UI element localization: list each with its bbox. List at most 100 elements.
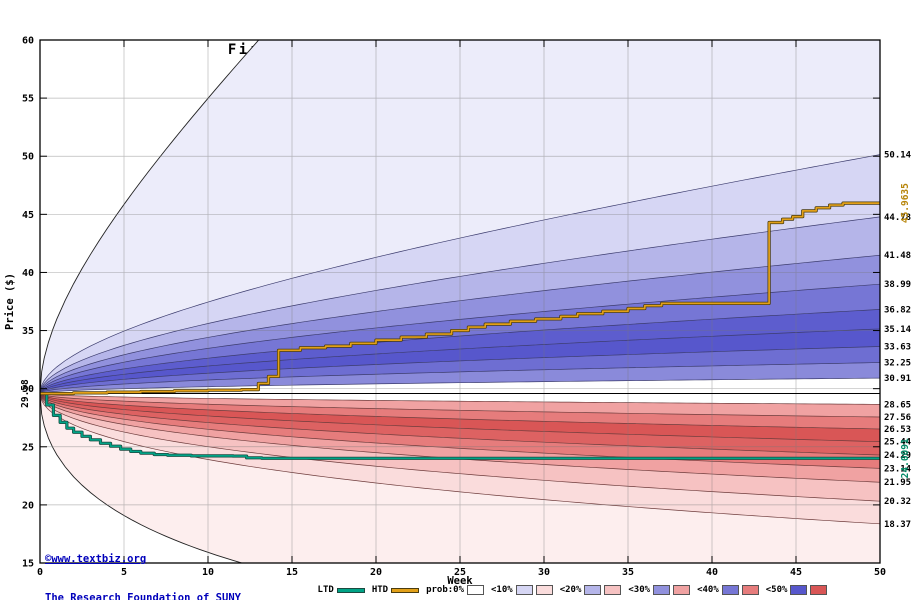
legend-swatch (604, 585, 622, 595)
copyright-block: ©www.textbiz.org The Research Foundation… (45, 527, 241, 600)
legend-swatch (515, 585, 533, 595)
prob-band (40, 255, 880, 394)
prob-band (40, 216, 880, 394)
legend-swatch (721, 585, 739, 595)
band-end-label: 26.53 (884, 425, 911, 435)
band-boundary-line (40, 393, 880, 405)
band-end-label: 23.14 (884, 464, 912, 474)
legend-label: prob:0% (426, 585, 465, 595)
copyright-link[interactable]: ©www.textbiz.org (45, 553, 147, 565)
y-tick-label: 30 (22, 384, 34, 395)
copyright-org: The Research Foundation of SUNY (45, 592, 241, 600)
x-tick-label: 25 (454, 567, 466, 578)
legend-swatch (467, 585, 485, 595)
legend-line-swatch (391, 587, 420, 593)
band-boundary-line (40, 393, 880, 469)
y-tick-label: 35 (22, 326, 34, 337)
legend-label: <10% (491, 585, 513, 595)
legend-swatch (673, 585, 691, 595)
band-boundary-line (40, 154, 880, 394)
band-boundary-line (40, 309, 880, 394)
prob-band (40, 393, 880, 483)
x-tick-label: 0 (37, 567, 43, 578)
band-boundary-line (40, 254, 880, 394)
prob-band (40, 393, 880, 456)
tick-marks (39, 39, 881, 564)
band-end-label: 50.14 (884, 151, 912, 161)
legend-swatch (584, 585, 602, 595)
band-boundary-line (40, 393, 880, 456)
band-boundary-line (40, 393, 880, 525)
prob-band (40, 393, 880, 563)
band-end-label: 27.56 (884, 413, 911, 423)
band-boundary-line (40, 393, 880, 443)
legend-label: <20% (559, 585, 582, 595)
band-end-label: 18.37 (884, 520, 911, 530)
legend-line-swatch (336, 587, 365, 593)
x-tick-label: 10 (202, 567, 214, 578)
band-end-label: 41.48 (884, 251, 911, 261)
y-tick-label: 60 (22, 36, 34, 47)
legend-label: <30% (628, 585, 651, 595)
band-boundary-line (40, 216, 880, 394)
x-tick-label: 30 (538, 567, 550, 578)
prob-band (40, 393, 880, 524)
band-end-label: 38.99 (884, 280, 911, 290)
y-tick-label: 25 (22, 442, 34, 453)
legend-swatch (790, 585, 808, 595)
envelope-line (40, 393, 244, 563)
legend-label: HTD (371, 585, 389, 595)
band-boundary-line (40, 328, 880, 394)
x-tick-label: 15 (286, 567, 298, 578)
legend-prob-item: <20% (560, 585, 622, 595)
x-tick-label: 20 (370, 567, 382, 578)
grid (40, 40, 880, 563)
legend-label: <40% (697, 585, 719, 595)
band-end-label: 25.44 (884, 438, 912, 448)
x-tick-label: 50 (874, 567, 886, 578)
band-boundary-line (40, 377, 880, 394)
prob-band (40, 284, 880, 394)
envelope-line (40, 40, 260, 394)
x-tick-label: 45 (790, 567, 802, 578)
htd-line (40, 202, 880, 395)
x-axis-title: Week (447, 575, 473, 587)
y-tick-label: 55 (22, 94, 34, 105)
band-end-label: 35.14 (884, 325, 912, 335)
band-end-label: 21.95 (884, 478, 911, 488)
ltd-final-label: 24.0091 (900, 438, 911, 478)
legend-swatch (741, 585, 759, 595)
prob-band (40, 393, 880, 442)
legend-prob-item: <10% (491, 585, 553, 595)
y-tick-label: 40 (22, 268, 34, 279)
band-end-label: 33.63 (884, 342, 911, 352)
legend-label: <50% (765, 585, 788, 595)
band-boundary-line (40, 283, 880, 394)
band-end-label: 44.78 (884, 213, 911, 223)
legend-prob-item: <50% (766, 585, 828, 595)
legend-prob-item: prob:0% (426, 585, 485, 595)
band-end-label: 24.29 (884, 451, 911, 461)
legend-prob-item: <40% (697, 585, 759, 595)
legend-series-item: LTD (318, 585, 365, 595)
band-end-label: 36.82 (884, 305, 911, 315)
band-boundary-line (40, 393, 880, 418)
htd-final-label: 45.9635 (900, 183, 911, 223)
start-price-label: 29.58 (20, 379, 31, 408)
legend-series-item: HTD (371, 585, 420, 595)
legend-label: LTD (317, 585, 334, 595)
band-boundary-line (40, 362, 880, 394)
series-lines (40, 201, 880, 460)
y-tick-label: 15 (22, 559, 34, 570)
legend-swatch (653, 585, 671, 595)
legend-swatch (535, 585, 553, 595)
x-tick-label: 40 (706, 567, 718, 578)
band-end-label: 28.65 (884, 400, 911, 410)
prob-band (40, 393, 880, 469)
y-axis-title: Price ($) (4, 273, 16, 330)
y-tick-label: 50 (22, 152, 34, 163)
band-boundary-line (40, 393, 880, 430)
band-end-label: 20.32 (884, 497, 911, 507)
